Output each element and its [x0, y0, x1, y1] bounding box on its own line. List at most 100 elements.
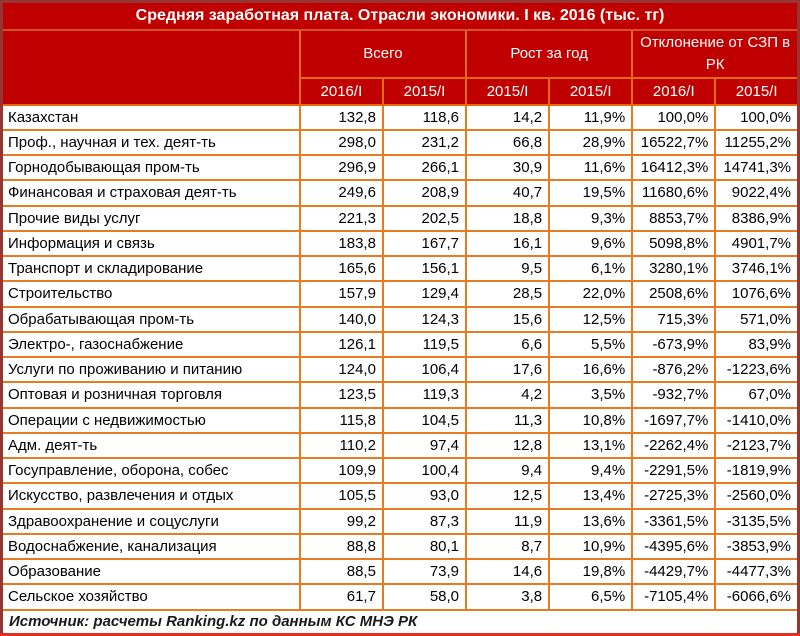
- row-label: Обрабатывающая пром-ть: [1, 305, 301, 333]
- cell-value: 129,4: [381, 280, 468, 308]
- cell-value: 124,3: [381, 305, 468, 333]
- table-row: Искусство, развлечения и отдых 105,5 93,0 1…: [1, 482, 799, 510]
- cell-value: 231,2: [381, 128, 468, 157]
- sub-header-total-2015: 2015/I: [381, 76, 468, 106]
- cell-value: -4429,7%: [631, 557, 717, 586]
- cell-value: 4901,7%: [714, 229, 799, 258]
- cell-value: 87,3: [381, 507, 468, 535]
- row-label: Транспорт и складирование: [1, 254, 301, 283]
- cell-value: 11,9: [465, 507, 551, 535]
- cell-value: 6,1%: [548, 254, 634, 283]
- cell-value: 16412,3%: [631, 153, 717, 182]
- cell-value: 296,9: [298, 153, 384, 182]
- row-label: Финансовая и страховая деят-ть: [1, 179, 301, 207]
- cell-value: 12,8: [465, 431, 551, 460]
- table-row: Казахстан 132,8 118,6 14,2 11,9% 100,0% 100,0%: [1, 103, 799, 131]
- row-label: Прочие виды услуг: [1, 204, 301, 232]
- row-label: Электро-, газоснабжение: [1, 330, 301, 359]
- table-body: Казахстан 132,8 118,6 14,2 11,9% 100,0% 100,0%…: [1, 103, 799, 611]
- cell-value: 132,8: [298, 103, 384, 131]
- row-label: Сельское хозяйство: [1, 583, 301, 611]
- cell-value: 14741,3%: [714, 153, 799, 182]
- table-row: Услуги по проживанию и питанию 124,0 106,4…: [1, 355, 799, 384]
- cell-value: 6,6: [465, 330, 551, 359]
- row-label: Услуги по проживанию и питанию: [1, 355, 301, 384]
- cell-value: 8853,7%: [631, 204, 717, 232]
- cell-value: 123,5: [298, 381, 384, 409]
- cell-value: 5098,8%: [631, 229, 717, 258]
- cell-value: -3361,5%: [631, 507, 717, 535]
- cell-value: 61,7: [298, 583, 384, 611]
- cell-value: 104,5: [381, 406, 468, 434]
- table-row: Адм. деят-ть 110,2 97,4 12,8 13,1% -2262,4% -2…: [1, 431, 799, 460]
- row-label: Водоснабжение, канализация: [1, 532, 301, 561]
- cell-value: 9,5: [465, 254, 551, 283]
- cell-value: 19,8%: [548, 557, 634, 586]
- cell-value: -1223,6%: [714, 355, 799, 384]
- cell-value: 100,0%: [631, 103, 717, 131]
- cell-value: 19,5%: [548, 179, 634, 207]
- cell-value: 208,9: [381, 179, 468, 207]
- cell-value: 1076,6%: [714, 280, 799, 308]
- cell-value: -1697,7%: [631, 406, 717, 434]
- cell-value: 93,0: [381, 482, 468, 510]
- cell-value: 15,6: [465, 305, 551, 333]
- cell-value: 16,6%: [548, 355, 634, 384]
- cell-value: 17,6: [465, 355, 551, 384]
- cell-value: 6,5%: [548, 583, 634, 611]
- cell-value: 115,8: [298, 406, 384, 434]
- cell-value: 13,1%: [548, 431, 634, 460]
- cell-value: 9022,4%: [714, 179, 799, 207]
- table-row: Финансовая и страховая деят-ть 249,6 208,9…: [1, 179, 799, 207]
- row-label: Строительство: [1, 280, 301, 308]
- row-label: Здравоохранение и соцуслуги: [1, 507, 301, 535]
- cell-value: 126,1: [298, 330, 384, 359]
- cell-value: 13,4%: [548, 482, 634, 510]
- cell-value: 167,7: [381, 229, 468, 258]
- cell-value: 4,2: [465, 381, 551, 409]
- cell-value: 105,5: [298, 482, 384, 510]
- cell-value: 66,8: [465, 128, 551, 157]
- cell-value: 9,3%: [548, 204, 634, 232]
- cell-value: -1410,0%: [714, 406, 799, 434]
- cell-value: 22,0%: [548, 280, 634, 308]
- cell-value: 88,8: [298, 532, 384, 561]
- cell-value: 13,6%: [548, 507, 634, 535]
- cell-value: 99,2: [298, 507, 384, 535]
- cell-value: 11,6%: [548, 153, 634, 182]
- row-label: Казахстан: [1, 103, 301, 131]
- cell-value: 266,1: [381, 153, 468, 182]
- cell-value: 3,8: [465, 583, 551, 611]
- cell-value: 298,0: [298, 128, 384, 157]
- cell-value: 30,9: [465, 153, 551, 182]
- cell-value: 715,3%: [631, 305, 717, 333]
- cell-value: 183,8: [298, 229, 384, 258]
- cell-value: 157,9: [298, 280, 384, 308]
- cell-value: 10,9%: [548, 532, 634, 561]
- cell-value: -4395,6%: [631, 532, 717, 561]
- cell-value: 100,0%: [714, 103, 799, 131]
- cell-value: -3853,9%: [714, 532, 799, 561]
- cell-value: 16,1: [465, 229, 551, 258]
- group-header-row: Всего Рост за год Отклонение от СЗП в РК: [0, 28, 799, 106]
- cell-value: 221,3: [298, 204, 384, 232]
- cell-value: -2291,5%: [631, 456, 717, 485]
- cell-value: -2123,7%: [714, 431, 799, 460]
- cell-value: 571,0%: [714, 305, 799, 333]
- source-row: Источник: расчеты Ranking.kz по данным К…: [1, 608, 799, 635]
- row-label: Горнодобывающая пром-ть: [1, 153, 301, 182]
- cell-value: 14,6: [465, 557, 551, 586]
- cell-value: 14,2: [465, 103, 551, 131]
- row-label: Искусство, развлечения и отдых: [1, 482, 301, 510]
- row-label: Образование: [1, 557, 301, 586]
- table-header: Средняя заработная плата. Отрасли эконом…: [0, 1, 799, 106]
- group-header-total: Всего: [298, 28, 468, 79]
- cell-value: 18,8: [465, 204, 551, 232]
- cell-value: -932,7%: [631, 381, 717, 409]
- cell-value: -1819,9%: [714, 456, 799, 485]
- cell-value: 67,0%: [714, 381, 799, 409]
- table-row: Горнодобывающая пром-ть 296,9 266,1 30,9 11,…: [1, 153, 799, 182]
- cell-value: 16522,7%: [631, 128, 717, 157]
